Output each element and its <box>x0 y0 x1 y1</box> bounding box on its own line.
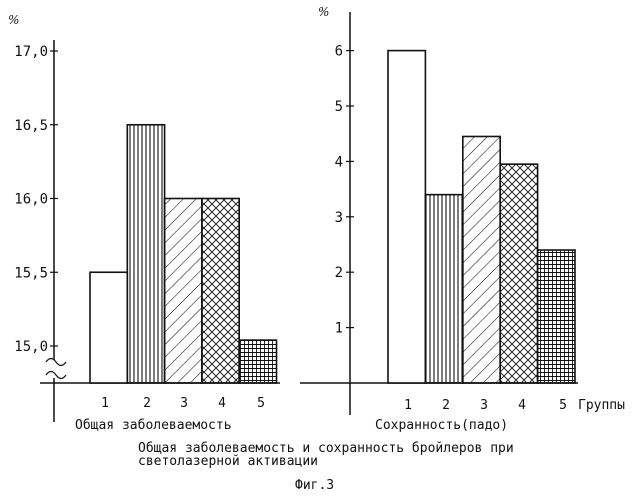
survival-y-tick-label: 1 <box>335 321 343 337</box>
morbidity-y-tick-label: 15,5 <box>14 265 48 281</box>
morbidity-bar-3 <box>165 199 202 384</box>
survival-bar-3 <box>463 136 500 383</box>
survival-y-tick-label: 6 <box>335 44 343 60</box>
morbidity-x-tick-label: 5 <box>257 396 265 411</box>
survival-y-tick-label: 2 <box>335 265 343 281</box>
survival-x-tick-label: 1 <box>404 398 412 413</box>
survival-bar-1 <box>388 51 425 383</box>
caption-line-2: светолазерной активации <box>138 454 318 469</box>
morbidity-x-ticks: 1 2 3 4 5 <box>101 396 265 411</box>
survival-y-tick-label: 5 <box>335 99 343 115</box>
survival-bars <box>388 51 575 383</box>
survival-x-label: Сохранность(падо) <box>375 418 508 433</box>
survival-bar-2 <box>425 195 462 383</box>
morbidity-y-tick-label: 15,0 <box>14 339 48 355</box>
morbidity-x-tick-label: 2 <box>143 396 151 411</box>
morbidity-y-tick-label: 16,5 <box>14 118 48 134</box>
survival-x-ticks: 1 2 3 4 5 <box>404 398 567 413</box>
axis-break-icon <box>46 359 66 379</box>
morbidity-chart: % 15,0 15,5 16,0 16,5 17,0 1 2 3 4 5 Общая забол… <box>8 13 280 433</box>
morbidity-bar-1 <box>90 272 127 383</box>
morbidity-y-unit: % <box>8 13 19 27</box>
morbidity-bar-5 <box>239 340 276 383</box>
morbidity-y-ticks: 15,0 15,5 16,0 16,5 17,0 <box>14 44 58 355</box>
morbidity-bar-2 <box>127 125 164 383</box>
morbidity-x-tick-label: 4 <box>218 396 226 411</box>
survival-y-ticks: 1 2 3 4 5 6 <box>335 44 354 337</box>
figure-label: Фиг.3 <box>295 478 334 493</box>
survival-y-unit: % <box>318 5 329 19</box>
survival-x-tick-label: 2 <box>442 398 450 413</box>
morbidity-x-tick-label: 1 <box>101 396 109 411</box>
morbidity-y-tick-label: 17,0 <box>14 44 48 60</box>
morbidity-bars <box>90 125 277 383</box>
survival-x-tick-label: 3 <box>480 398 488 413</box>
survival-chart: % 1 2 3 4 5 6 1 2 3 4 5 Группы Сохранность(падо) <box>300 5 625 433</box>
morbidity-x-tick-label: 3 <box>180 396 188 411</box>
survival-x-axis-title: Группы <box>578 398 625 413</box>
morbidity-x-label: Общая заболеваемость <box>75 418 232 433</box>
morbidity-y-tick-label: 16,0 <box>14 192 48 208</box>
survival-x-tick-label: 4 <box>518 398 526 413</box>
morbidity-bar-4 <box>202 199 239 384</box>
survival-bar-5 <box>538 250 575 383</box>
survival-bar-4 <box>500 164 537 383</box>
survival-x-tick-label: 5 <box>559 398 567 413</box>
survival-y-tick-label: 4 <box>335 154 343 170</box>
survival-y-tick-label: 3 <box>335 210 343 226</box>
